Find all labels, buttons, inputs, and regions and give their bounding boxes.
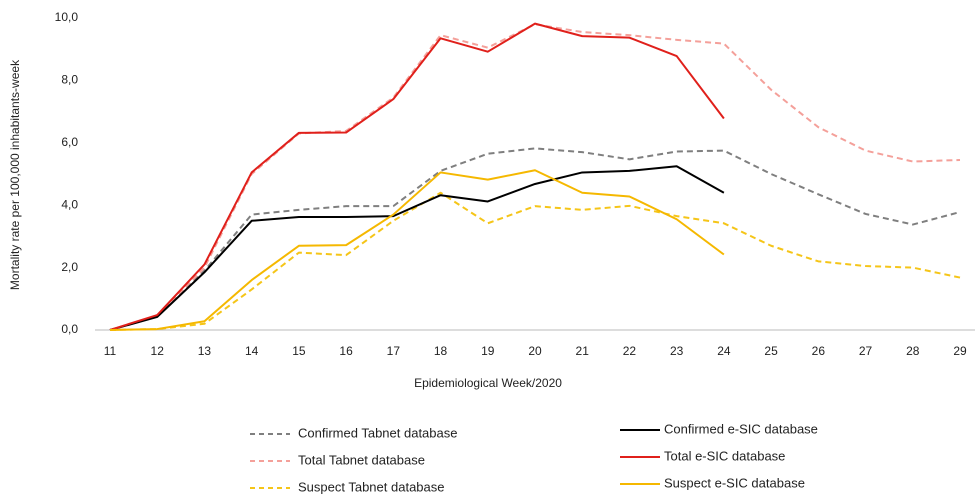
x-tick-label: 18 xyxy=(434,344,448,358)
x-tick-label: 28 xyxy=(906,344,920,358)
x-tick-label: 17 xyxy=(387,344,401,358)
x-tick-label: 29 xyxy=(953,344,967,358)
series-line xyxy=(109,191,961,331)
x-tick-label: 21 xyxy=(576,344,590,358)
x-tick-label: 16 xyxy=(339,344,353,358)
legend-label: Confirmed e-SIC database xyxy=(664,421,818,436)
y-tick-label: 8,0 xyxy=(61,73,78,87)
y-axis-title: Mortality rate per 100,000 inhabitants-w… xyxy=(8,59,22,290)
x-tick-label: 15 xyxy=(292,344,306,358)
x-tick-label: 22 xyxy=(623,344,637,358)
legend-label: Suspect Tabnet database xyxy=(298,479,445,494)
legend-label: Confirmed Tabnet database xyxy=(298,425,457,440)
x-axis-title: Epidemiological Week/2020 xyxy=(414,376,562,390)
x-tick-label: 13 xyxy=(198,344,212,358)
y-tick-label: 0,0 xyxy=(61,322,78,336)
y-tick-label: 4,0 xyxy=(61,197,78,211)
y-tick-label: 2,0 xyxy=(61,260,78,274)
series-line xyxy=(109,23,961,331)
series-line xyxy=(109,22,725,331)
x-tick-label: 20 xyxy=(528,344,542,358)
series-line xyxy=(109,169,725,331)
x-tick-label: 27 xyxy=(859,344,873,358)
x-tick-label: 11 xyxy=(104,344,117,358)
series-line xyxy=(109,147,961,331)
series-line xyxy=(109,165,725,331)
legend-label: Total Tabnet database xyxy=(298,452,425,467)
y-tick-label: 10,0 xyxy=(55,10,79,24)
x-tick-label: 24 xyxy=(717,344,731,358)
x-tick-label: 25 xyxy=(764,344,778,358)
x-tick-label: 23 xyxy=(670,344,684,358)
x-tick-label: 19 xyxy=(481,344,495,358)
x-tick-label: 14 xyxy=(245,344,259,358)
legend-label: Total e-SIC database xyxy=(664,448,785,463)
x-tick-label: 26 xyxy=(812,344,826,358)
y-tick-label: 6,0 xyxy=(61,135,78,149)
legend-label: Suspect e-SIC database xyxy=(664,475,805,490)
x-tick-label: 12 xyxy=(151,344,165,358)
